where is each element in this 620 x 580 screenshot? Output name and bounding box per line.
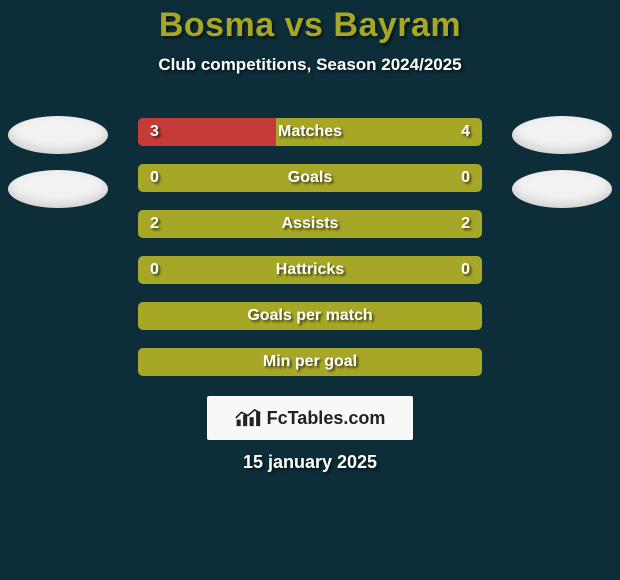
stat-label: Goals <box>138 164 482 192</box>
stat-value-left: 0 <box>150 256 159 284</box>
stat-row: Goals0 0 <box>138 164 482 192</box>
snapshot-date: 15 january 2025 <box>0 452 620 473</box>
stat-row: Matches3 4 <box>138 118 482 146</box>
stat-value-right: 0 <box>461 256 470 284</box>
stat-label: Matches <box>138 118 482 146</box>
stat-value-left: 3 <box>150 118 159 146</box>
site-logo: FcTables.com <box>207 396 413 440</box>
stat-row: Goals per match <box>138 302 482 330</box>
comparison-card: Bosma vs Bayram Club competitions, Seaso… <box>0 0 620 580</box>
chart-icon <box>235 407 261 429</box>
stat-row: Min per goal <box>138 348 482 376</box>
stat-row: Hattricks0 0 <box>138 256 482 284</box>
stat-value-left: 2 <box>150 210 159 238</box>
page-title: Bosma vs Bayram <box>0 0 620 45</box>
stat-label: Goals per match <box>138 302 482 330</box>
stat-value-right: 2 <box>461 210 470 238</box>
stat-value-right: 4 <box>461 118 470 146</box>
stat-value-left: 0 <box>150 164 159 192</box>
stat-value-right: 0 <box>461 164 470 192</box>
stat-label: Min per goal <box>138 348 482 376</box>
stat-label: Assists <box>138 210 482 238</box>
logo-text: FcTables.com <box>267 408 386 429</box>
subtitle: Club competitions, Season 2024/2025 <box>0 55 620 75</box>
stat-row: Assists2 2 <box>138 210 482 238</box>
stats-rows: Matches34Goals00Assists22Hattricks00Goal… <box>0 118 620 394</box>
stat-label: Hattricks <box>138 256 482 284</box>
